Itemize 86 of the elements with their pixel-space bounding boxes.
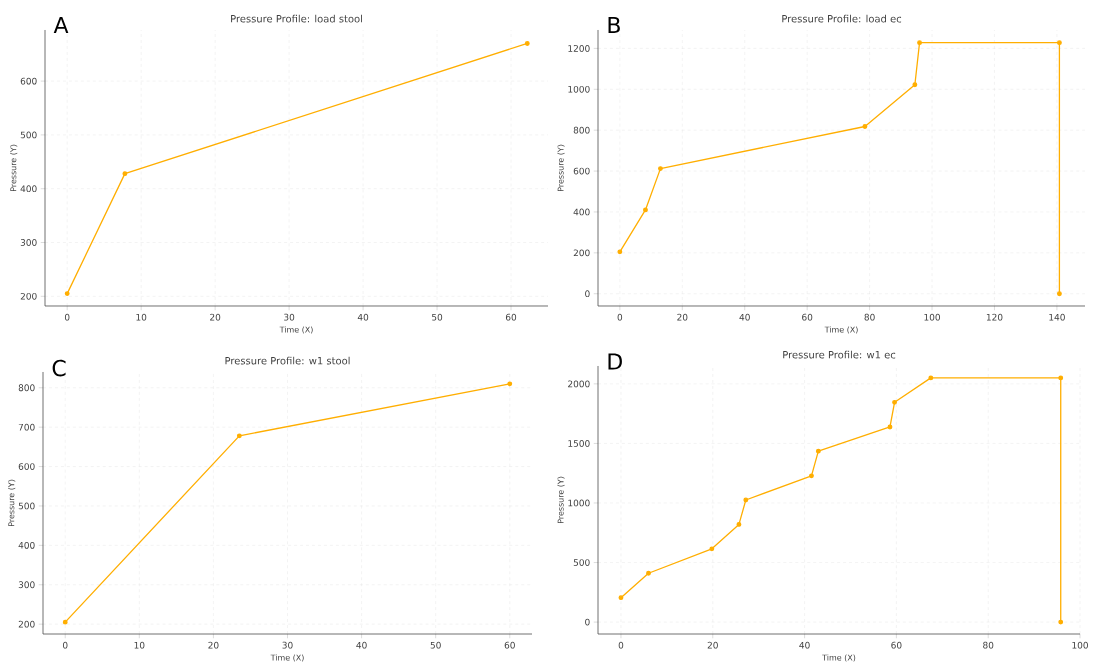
x-tick-label: 10	[136, 313, 147, 321]
x-tick-label: 40	[356, 641, 367, 649]
y-tick-label: 500	[573, 559, 590, 566]
y-tick-label: 600	[573, 167, 590, 175]
annotation: B	[608, 16, 620, 33]
point	[62, 619, 68, 625]
point	[524, 41, 530, 46]
y-tick-label: 1500	[568, 440, 590, 447]
y-tick-label: 600	[18, 463, 35, 470]
point	[646, 570, 651, 576]
y-tick-label: 0	[585, 290, 590, 298]
x-tick-label: 30	[284, 313, 295, 321]
x-tick-label: 0	[62, 641, 68, 649]
y-tick-label: 2000	[568, 380, 590, 388]
point	[887, 424, 893, 430]
y-tick-label: 300	[18, 581, 35, 589]
y-tick-label: 800	[573, 126, 590, 134]
point	[507, 381, 513, 387]
y-tick-label: 300	[20, 239, 37, 246]
point	[122, 171, 128, 177]
point	[1056, 291, 1062, 297]
x-tick-label: 30	[282, 641, 293, 649]
x-tick-label: 50	[432, 313, 443, 321]
x-tick-label: 120	[986, 313, 1003, 321]
chart-title: Pressure Profile: w1 stool	[225, 356, 350, 365]
point	[912, 82, 918, 88]
chart-title: Pressure Profile: w1 ec	[783, 350, 896, 359]
point	[1056, 40, 1062, 46]
x-tick-label: 20	[677, 313, 688, 321]
annotation: A	[53, 16, 69, 33]
x-tick-label: 40	[799, 641, 810, 649]
point	[658, 166, 663, 172]
y-tick-label: 600	[20, 77, 37, 85]
x-tick-label: 80	[864, 313, 875, 321]
x-tick-label: 50	[430, 641, 441, 649]
y-tick-label: 500	[20, 131, 37, 139]
x-tick-label: 0	[618, 641, 624, 649]
chart-title: Pressure Profile: load ec	[782, 14, 902, 23]
x-tick-label: 0	[617, 313, 623, 321]
y-tick-label: 1000	[568, 85, 590, 93]
x-tick-label: 20	[707, 641, 718, 649]
x-tick-label: 40	[357, 313, 369, 321]
y-tick-label: 200	[18, 620, 35, 628]
x-tick-label: 0	[64, 313, 70, 321]
point	[1058, 619, 1064, 625]
point	[736, 521, 742, 527]
point	[809, 473, 814, 479]
x-tick-label: 20	[210, 313, 221, 321]
y-tick-label: 800	[18, 384, 35, 392]
y-tick-label: 400	[18, 541, 35, 549]
point	[1058, 375, 1064, 381]
x-tick-label: 100	[924, 313, 940, 321]
point	[236, 433, 242, 439]
y-tick-label: 200	[573, 249, 590, 257]
y-tick-label: 1000	[568, 499, 590, 507]
point	[928, 375, 934, 381]
y-tick-label: 400	[20, 185, 37, 193]
x-tick-label: 60	[505, 313, 517, 321]
chart-title: Pressure Profile: load stool	[231, 14, 362, 23]
x-tick-label: 10	[134, 641, 145, 649]
annotation: D	[608, 353, 622, 370]
y-tick-label: 700	[18, 423, 35, 431]
point	[64, 291, 70, 297]
x-tick-label: 100	[1072, 641, 1088, 649]
x-tick-label: 60	[504, 641, 515, 649]
y-tick-label: 200	[20, 292, 37, 300]
y-tick-label: 500	[18, 502, 35, 510]
point	[917, 40, 922, 46]
point	[815, 448, 821, 454]
point	[709, 546, 715, 552]
y-tick-label: 400	[573, 208, 590, 216]
point	[743, 497, 749, 503]
x-tick-label: 140	[1049, 313, 1065, 321]
point	[892, 399, 897, 405]
annotation: C	[52, 359, 66, 377]
point	[618, 595, 624, 601]
y-tick-label: 0	[585, 618, 590, 626]
x-tick-label: 20	[208, 641, 219, 649]
y-tick-label: 1200	[568, 45, 590, 52]
x-tick-label: 60	[891, 641, 902, 649]
x-tick-label: 80	[983, 641, 994, 649]
x-tick-label: 40	[739, 313, 750, 321]
point	[862, 124, 868, 129]
point	[617, 249, 623, 255]
point	[643, 207, 648, 213]
x-tick-label: 60	[802, 313, 813, 321]
